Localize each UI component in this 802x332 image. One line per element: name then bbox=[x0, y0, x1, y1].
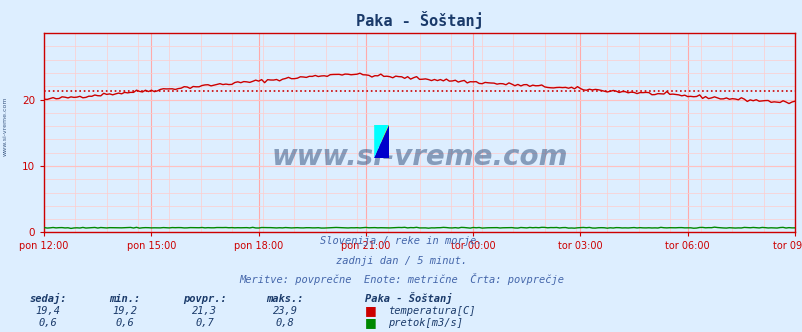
Text: sedaj:: sedaj: bbox=[30, 293, 67, 304]
Text: maks.:: maks.: bbox=[266, 294, 303, 304]
Text: 19,2: 19,2 bbox=[111, 306, 137, 316]
Text: 19,4: 19,4 bbox=[35, 306, 61, 316]
Text: temperatura[C]: temperatura[C] bbox=[387, 306, 475, 316]
Text: ■: ■ bbox=[365, 304, 377, 317]
Text: 0,8: 0,8 bbox=[275, 318, 294, 328]
Text: 0,6: 0,6 bbox=[38, 318, 58, 328]
Text: www.si-vreme.com: www.si-vreme.com bbox=[3, 96, 8, 156]
Text: 23,9: 23,9 bbox=[272, 306, 298, 316]
Text: povpr.:: povpr.: bbox=[183, 294, 226, 304]
Text: 21,3: 21,3 bbox=[192, 306, 217, 316]
Polygon shape bbox=[374, 124, 388, 158]
Text: Paka - Šoštanj: Paka - Šoštanj bbox=[365, 292, 452, 304]
Polygon shape bbox=[374, 124, 388, 158]
Text: zadnji dan / 5 minut.: zadnji dan / 5 minut. bbox=[335, 256, 467, 266]
Text: 0,6: 0,6 bbox=[115, 318, 134, 328]
Text: www.si-vreme.com: www.si-vreme.com bbox=[271, 143, 567, 171]
Text: min.:: min.: bbox=[109, 294, 140, 304]
Text: pretok[m3/s]: pretok[m3/s] bbox=[387, 318, 462, 328]
Polygon shape bbox=[374, 124, 388, 158]
Text: Meritve: povprečne  Enote: metrične  Črta: povprečje: Meritve: povprečne Enote: metrične Črta:… bbox=[239, 273, 563, 285]
Text: Slovenija / reke in morje.: Slovenija / reke in morje. bbox=[320, 236, 482, 246]
Text: 0,7: 0,7 bbox=[195, 318, 214, 328]
Title: Paka - Šoštanj: Paka - Šoštanj bbox=[355, 11, 483, 29]
Text: ■: ■ bbox=[365, 316, 377, 329]
